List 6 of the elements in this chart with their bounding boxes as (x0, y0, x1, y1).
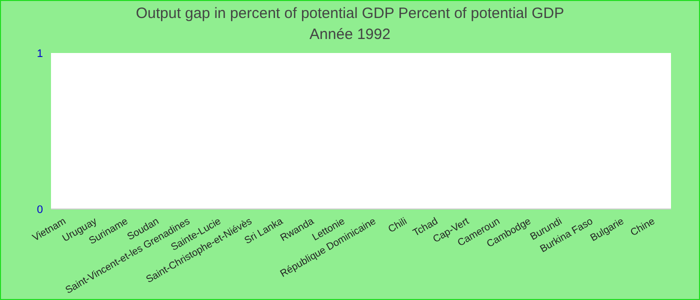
chart-title: Output gap in percent of potential GDP Percent of potential GDP (134, 4, 566, 24)
y-tick-label: 0 (36, 204, 43, 216)
x-tick-label: Chine (628, 216, 658, 239)
x-tick-label: Chili (386, 216, 409, 236)
y-tick-label: 1 (36, 48, 43, 60)
chart-subtitle: Année 1992 (308, 25, 392, 45)
